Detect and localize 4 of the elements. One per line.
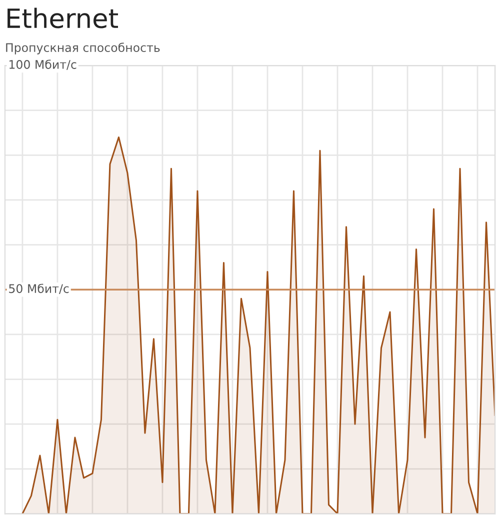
y-axis-title: Пропускная способность xyxy=(6,42,160,54)
y-tick-label: 50 Мбит/с xyxy=(9,284,69,294)
chart-title: Ethernet xyxy=(8,8,118,28)
y-tick-label: 100 Мбит/с xyxy=(9,60,76,70)
